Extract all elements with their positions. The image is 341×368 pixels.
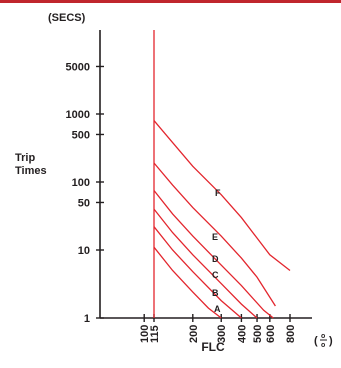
x-tick-label: 800 — [285, 325, 297, 343]
x-unit-close: ) — [329, 335, 333, 347]
curve-f — [153, 120, 291, 272]
top-frame-bar — [0, 0, 341, 3]
x-unit-denominator: o — [321, 342, 325, 349]
y-axis-title-line1: Trip — [15, 152, 35, 164]
x-tick-label: 200 — [188, 325, 200, 343]
curve-label-a: A — [214, 304, 221, 314]
y-tick-label: 10 — [78, 245, 90, 257]
y-tick-label: 5000 — [66, 61, 90, 73]
curve-a — [153, 246, 222, 319]
y-ticks: 1 10 50 100 500 1000 5000 — [66, 61, 104, 325]
y-tick-label: 500 — [72, 129, 90, 141]
curve-label-f: F — [215, 188, 221, 198]
x-unit-open: ( — [314, 335, 318, 347]
y-axis-title-line2: Times — [15, 165, 47, 177]
curve-label-d: D — [212, 254, 219, 264]
y-tick-label: 50 — [78, 197, 90, 209]
curve-b — [153, 226, 242, 319]
x-tick-label: 115 — [149, 325, 161, 343]
y-tick-label: 1 — [84, 313, 90, 325]
x-unit-numerator: o — [321, 333, 325, 340]
curve-label-e: E — [212, 232, 218, 242]
x-tick-label: 400 — [236, 325, 248, 343]
curve-d — [153, 190, 274, 319]
x-unit-label: ( o o ) — [314, 333, 333, 349]
curve-e — [153, 162, 276, 307]
curve-label-c: C — [212, 270, 219, 280]
curve-c — [153, 208, 258, 319]
x-tick-label: 600 — [265, 325, 277, 343]
x-axis-title: FLC — [201, 340, 225, 354]
x-tick-label: 100 — [139, 325, 151, 343]
curve-label-b: B — [212, 288, 219, 298]
x-tick-label: 500 — [252, 325, 264, 343]
y-unit-label: (SECS) — [48, 12, 86, 24]
x-tick-label: 300 — [216, 325, 228, 343]
y-tick-label: 100 — [72, 177, 90, 189]
y-tick-label: 1000 — [66, 109, 90, 121]
